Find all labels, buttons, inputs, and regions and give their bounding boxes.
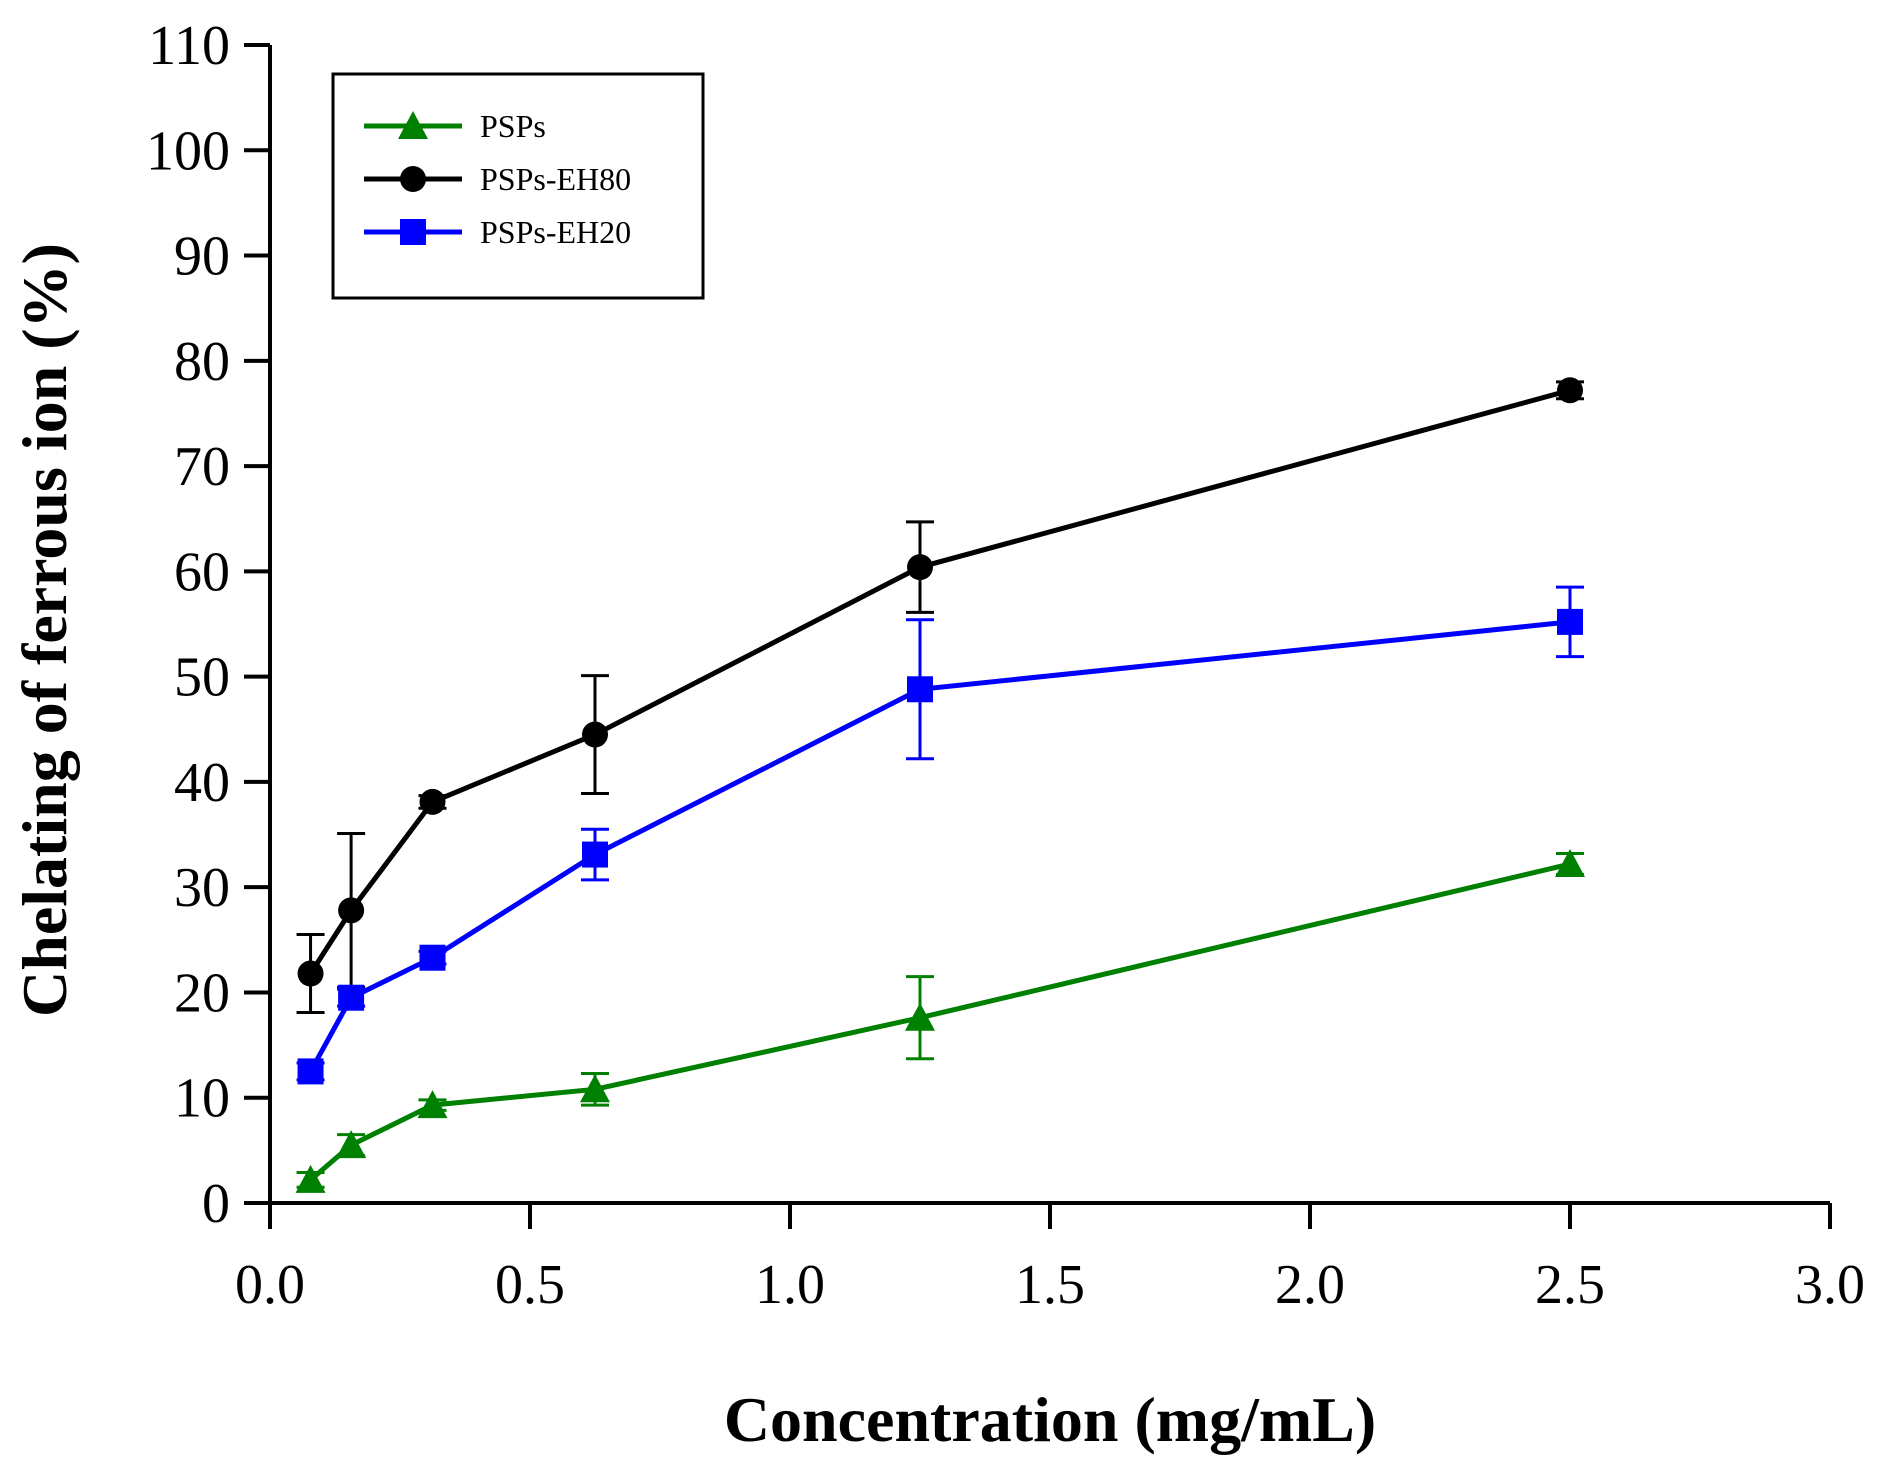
legend: PSPs PSPs-EH80 PSPs-EH20: [331, 72, 705, 300]
data-point: [907, 676, 933, 703]
x-tick-label: 2.5: [1535, 1254, 1605, 1316]
data-point: [338, 897, 365, 924]
x-tick-label: 0.5: [495, 1254, 565, 1316]
legend-box: [331, 72, 705, 300]
x-tick-label: 2.0: [1275, 1254, 1345, 1316]
data-point: [907, 554, 933, 581]
y-tick-label: 0: [202, 1173, 230, 1235]
legend-marker: [398, 111, 428, 139]
x-tick-label: 0.0: [235, 1254, 305, 1316]
y-tick-label: 40: [174, 752, 230, 814]
legend-label: PSPs-EH80: [480, 161, 631, 197]
legend-label: PSPs: [480, 108, 546, 144]
legend-marker: [400, 219, 426, 245]
legend-label: PSPs-EH20: [480, 214, 631, 250]
y-tick-label: 70: [174, 436, 230, 498]
y-tick-label: 10: [174, 1068, 230, 1130]
y-tick-label: 110: [148, 15, 230, 77]
y-tick-label: 30: [174, 857, 230, 919]
data-point: [297, 960, 324, 987]
data-point: [1555, 849, 1585, 878]
legend-marker: [400, 166, 426, 192]
x-tick-label: 1.0: [755, 1254, 825, 1316]
series-psps-eh80: [296, 377, 1584, 1014]
series-psps: [295, 849, 1585, 1193]
series-line: [308, 387, 1571, 975]
y-axis-title: Chelating of ferrous ion (%): [9, 243, 80, 1017]
data-point: [295, 1164, 326, 1193]
series-line: [308, 619, 1571, 1073]
y-tick-label: 90: [174, 226, 230, 288]
series-line: [308, 861, 1571, 1182]
data-point: [582, 721, 608, 748]
series-psps-eh20: [296, 585, 1584, 1085]
data-point: [336, 1130, 367, 1159]
y-tick-label: 60: [174, 541, 230, 603]
data-point: [297, 1058, 324, 1085]
data-point: [580, 1074, 610, 1103]
data-point: [905, 1002, 935, 1031]
y-tick-label: 20: [174, 962, 230, 1024]
x-tick-label: 3.0: [1795, 1254, 1865, 1316]
axes: 0 10 20 30 40 50 60 70 80 90 100 110 0.0 0.5 1.0 1.5 2.0…: [146, 15, 1865, 1316]
series-layer: [295, 377, 1585, 1193]
data-point: [1557, 377, 1583, 404]
x-tick-label: 1.5: [1015, 1254, 1085, 1316]
data-point: [417, 1090, 448, 1119]
data-point: [1557, 608, 1583, 635]
data-point: [338, 984, 365, 1011]
y-tick-label: 100: [146, 120, 230, 182]
x-axis-title: Concentration (mg/mL): [724, 1384, 1376, 1455]
data-point: [419, 788, 446, 815]
data-point: [582, 841, 608, 868]
data-point: [419, 944, 446, 971]
y-tick-label: 50: [174, 647, 230, 709]
y-tick-label: 80: [174, 331, 230, 393]
